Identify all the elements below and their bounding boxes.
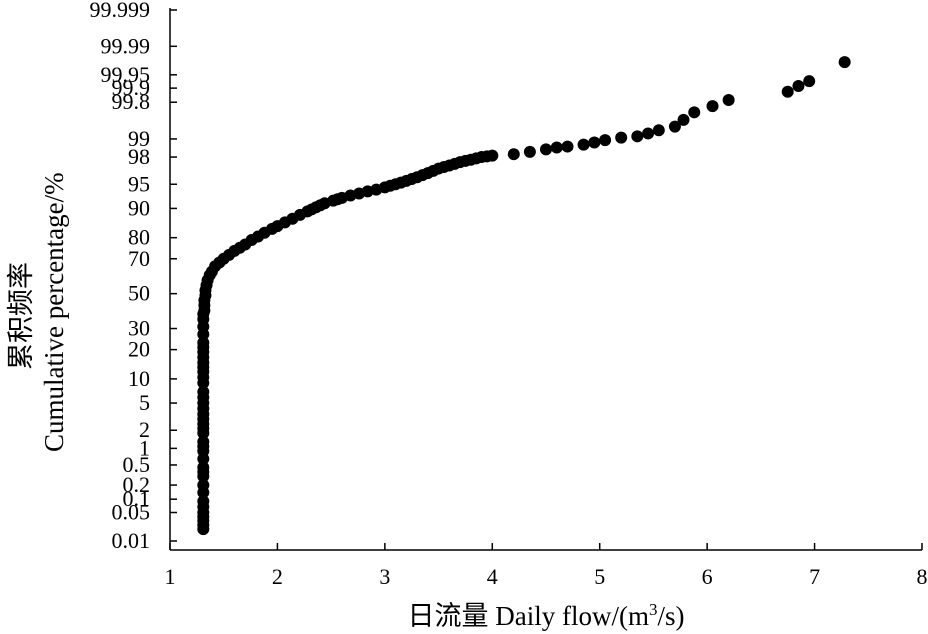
y-tick-label: 30: [128, 316, 150, 341]
data-point-fill: [437, 161, 450, 174]
data-point: [652, 124, 665, 137]
data-point: [688, 106, 701, 119]
data-point: [838, 56, 851, 69]
data-point: [803, 75, 816, 88]
x-tick-label: 5: [594, 564, 605, 589]
y-axis-ticks: 0.010.050.10.20.512510203050708090959899…: [90, 0, 177, 553]
data-point: [561, 140, 574, 153]
y-axis-title-line2-group: Cumulative percentage/%: [39, 172, 69, 452]
y-tick-label: 0.01: [112, 528, 151, 553]
data-point-fill: [405, 173, 418, 186]
y-tick-label: 50: [128, 281, 150, 306]
data-point: [781, 85, 794, 98]
data-point-fill: [197, 371, 210, 384]
data-point-fill: [314, 199, 327, 212]
data-point: [588, 136, 601, 149]
y-tick-label: 1: [139, 435, 150, 460]
y-tick-label: 5: [139, 390, 150, 415]
data-point-fill: [197, 465, 210, 478]
data-point-fill: [197, 391, 210, 404]
data-point: [577, 138, 590, 151]
y-tick-label: 99.99: [101, 33, 151, 58]
y-axis-title-line1-group: 累积频率: [6, 262, 36, 370]
y-tick-label: 0.2: [123, 472, 151, 497]
data-point: [668, 120, 681, 133]
x-tick-label: 4: [487, 564, 498, 589]
y-tick-label: 0.05: [112, 500, 151, 525]
x-axis-title-superscript: 3: [649, 600, 658, 619]
data-point: [722, 94, 735, 107]
data-point-fill: [427, 164, 440, 177]
data-point: [792, 80, 805, 93]
x-axis-title-tail: /s): [657, 601, 684, 631]
y-tick-label: 80: [128, 225, 150, 250]
data-point-fill: [416, 169, 429, 182]
x-axis-title-main: 日流量 Daily flow/(m: [408, 601, 649, 631]
y-tick-label: 99.95: [101, 62, 151, 87]
data-point: [523, 145, 536, 158]
data-point: [677, 113, 690, 126]
data-point: [550, 141, 563, 154]
axes: [169, 8, 922, 551]
x-tick-label: 8: [917, 564, 928, 589]
y-tick-label: 0.1: [123, 486, 151, 511]
data-point-fill: [394, 176, 407, 189]
x-axis-ticks: 1 2 3 4 5 6 7 8: [165, 543, 928, 589]
data-point-fill: [197, 500, 210, 513]
data-point-fill: [197, 422, 210, 435]
data-point-fill: [331, 193, 344, 206]
y-tick-label: 90: [128, 195, 150, 220]
x-tick-label: 1: [165, 564, 176, 589]
y-tick-label: 20: [128, 337, 150, 362]
data-point-fill: [480, 150, 493, 163]
data-point-fill: [384, 179, 397, 192]
y-tick-label: 95: [128, 171, 150, 196]
y-tick-label: 10: [128, 366, 150, 391]
data-point-fill: [197, 413, 210, 426]
data-point-fill: [448, 157, 461, 170]
y-tick-label: 99: [128, 126, 150, 151]
data-point-fill: [197, 341, 210, 354]
data-points: [197, 56, 851, 536]
data-point: [615, 131, 628, 144]
data-point: [197, 479, 210, 492]
data-point: [631, 130, 644, 143]
y-tick-label: 70: [128, 246, 150, 271]
data-point-fill: [197, 402, 210, 415]
x-tick-label: 3: [379, 564, 390, 589]
data-point-fill: [197, 510, 210, 523]
x-axis-title: 日流量 Daily flow/(m3/s): [408, 600, 685, 631]
data-point-fill: [197, 351, 210, 364]
y-tick-label: 99.9: [112, 75, 151, 100]
y-tick-label: 98: [128, 144, 150, 169]
data-point: [507, 148, 520, 161]
data-point: [599, 134, 612, 147]
y-tick-label: 99.999: [90, 0, 151, 22]
data-point: [540, 143, 552, 156]
data-point: [642, 127, 655, 140]
data-point-fill: [197, 361, 210, 374]
data-point-fill: [459, 154, 472, 167]
data-point-fill: [197, 440, 210, 453]
data-point: [706, 100, 719, 113]
y-tick-label: 0.5: [123, 452, 151, 477]
y-axis-title-chinese: 累积频率: [6, 262, 36, 370]
y-tick-label: 99.8: [112, 89, 151, 114]
y-tick-label: 2: [139, 417, 150, 442]
x-tick-label: 2: [272, 564, 283, 589]
y-axis-title-english: Cumulative percentage/%: [39, 172, 69, 452]
x-tick-label: 6: [702, 564, 713, 589]
x-tick-label: 7: [809, 564, 820, 589]
data-point-fill: [470, 152, 483, 165]
